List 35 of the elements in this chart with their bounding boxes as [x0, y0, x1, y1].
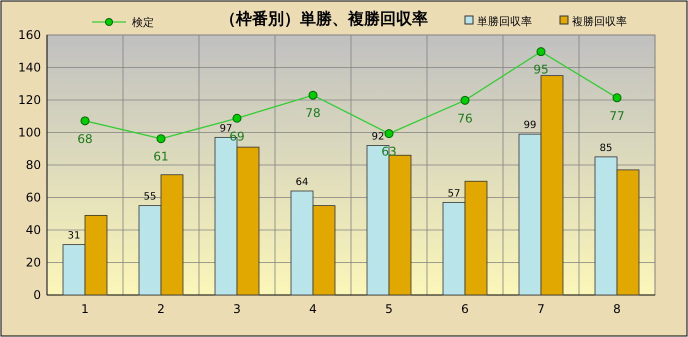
data-label: 95 — [533, 62, 549, 77]
legend-label: 複勝回収率 — [572, 15, 627, 28]
data-label: 61 — [153, 150, 169, 164]
data-label: 85 — [600, 142, 612, 154]
data-label: 64 — [296, 177, 308, 188]
y-tick-label: 100 — [18, 126, 41, 140]
x-tick-label: 4 — [309, 302, 317, 316]
data-label: 68 — [77, 132, 93, 146]
legend-label: 単勝回収率 — [477, 15, 532, 28]
y-tick-label: 60 — [26, 190, 41, 204]
data-label: 77 — [609, 108, 625, 123]
data-label: 76 — [457, 111, 473, 126]
x-tick-label: 2 — [157, 302, 165, 316]
y-tick-label: 120 — [18, 93, 41, 107]
x-tick-label: 7 — [537, 302, 545, 316]
y-tick-label: 80 — [26, 158, 41, 172]
x-tick-label: 5 — [385, 302, 393, 316]
x-tick-label: 8 — [613, 302, 621, 316]
y-tick-label: 40 — [26, 223, 41, 237]
data-label: 57 — [448, 188, 460, 200]
data-label: 31 — [68, 230, 80, 242]
data-label: 99 — [524, 120, 536, 132]
x-tick-label: 6 — [461, 302, 469, 316]
chart-title: （枠番別）単勝、複勝回収率 — [220, 9, 428, 28]
data-label: 92 — [372, 132, 384, 142]
y-tick-label: 0 — [33, 288, 41, 302]
x-tick-label: 1 — [81, 302, 89, 316]
x-tick-label: 3 — [233, 302, 241, 316]
data-label: 78 — [305, 106, 321, 120]
data-label: 55 — [144, 192, 156, 203]
y-tick-label: 160 — [18, 28, 41, 42]
data-label: 69 — [229, 129, 245, 144]
legend-label: 検定 — [132, 16, 154, 29]
y-tick-label: 140 — [18, 60, 41, 74]
y-tick-label: 20 — [26, 256, 41, 270]
